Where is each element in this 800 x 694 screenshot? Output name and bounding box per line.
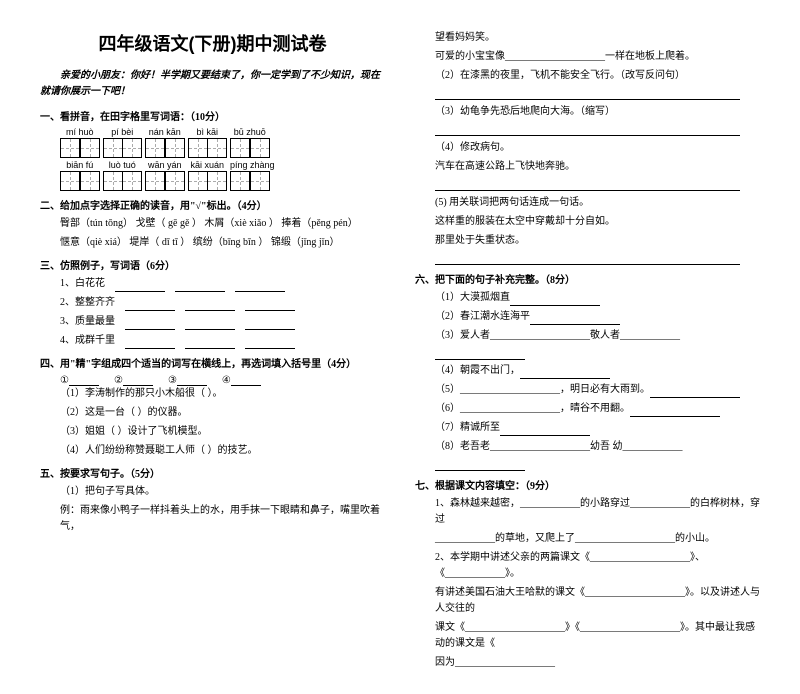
s5-l5a: 汽车在高速公路上飞快地奔驰。 xyxy=(435,159,760,175)
section-6-header: 六、把下面的句子补充完整。（8分） xyxy=(415,271,760,286)
s7-l1: 1、森林越来越密，____________的小路穿过____________的白… xyxy=(435,496,760,528)
s5-r1: 望看妈妈笑。 xyxy=(435,30,760,46)
s5-l5: （4）修改病句。 xyxy=(435,140,760,156)
s7-l3: 2、本学期中讲述父亲的两篇课文《____________________》、《_… xyxy=(435,550,760,582)
s7-l4: 有讲述美国石油大王哈默的课文《____________________》。以及讲… xyxy=(435,585,760,617)
s4-options: ① ② ③ ④ xyxy=(60,374,385,386)
section-1-header: 一、看拼音，在田字格里写词语：（10分） xyxy=(40,108,385,123)
s5-l1: （1）把句子写具体。 xyxy=(60,484,385,500)
section-3-header: 三、仿照例子，写词语（6分） xyxy=(40,257,385,272)
page-title: 四年级语文(下册)期中测试卷 xyxy=(40,30,385,56)
s5-l2: 例：雨来像小鸭子一样抖着头上的水，用手抹一下眼睛和鼻子，嘴里吹着气， xyxy=(60,503,385,535)
s5-l6b: 那里处于失重状态。 xyxy=(435,233,760,249)
section-2-header: 二、给加点字选择正确的读音，用"√"标出。（4分） xyxy=(40,197,385,212)
opt2: ② xyxy=(114,375,123,386)
s5-r2: 可爱的小宝宝像____________________一样在地板上爬着。 xyxy=(435,49,760,65)
opt4: ④ xyxy=(222,375,231,386)
opt3: ③ xyxy=(168,375,177,386)
pinyin-row-1: mí huòpí bèinán kānbì kāibū zhuō xyxy=(60,127,385,158)
section-5-header: 五、按要求写句子。（5分） xyxy=(40,465,385,480)
blank-line-4 xyxy=(435,253,740,265)
s7-l5: 课文《____________________》《_______________… xyxy=(435,620,760,652)
section-7-header: 七、根据课文内容填空：（9分） xyxy=(415,477,760,492)
s7-l6: 因为____________________ xyxy=(435,655,760,671)
blank-line-3 xyxy=(435,179,740,191)
s5-l6a: 这样重的服装在太空中穿戴却十分自如。 xyxy=(435,214,760,230)
intro-text: 亲爱的小朋友：你好！半学期又要结束了，你一定学到了不少知识，现在就请你展示一下吧… xyxy=(40,68,385,100)
s2-line2: 惬意（qiè xiá） 堤岸（ dī tī ） 缤纷（bīng bīn ） 锦缎… xyxy=(60,235,385,251)
s7-l2: ____________的草地，又爬上了____________________… xyxy=(435,531,760,547)
s5-l3: （2）在漆黑的夜里，飞机不能安全飞行。（改写反问句） xyxy=(435,68,760,84)
section-4-header: 四、用"精"字组成四个适当的词写在横线上，再选词填入括号里（4分） xyxy=(40,355,385,370)
s5-l6: (5) 用关联词把两句话连成一句话。 xyxy=(435,195,760,211)
s2-line1: 臀部（tún tōng） 戈壁（ gē gě ） 木屑（xiè xiǎo ） 捧… xyxy=(60,216,385,232)
pinyin-row-2: biān fúluò tuówān yánkāi xuánpíng zhàng xyxy=(60,160,385,191)
s5-l4: （3）幼龟争先恐后地爬向大海。（缩写） xyxy=(435,104,760,120)
blank-line-1 xyxy=(435,88,740,100)
opt1: ① xyxy=(60,375,69,386)
blank-line-2 xyxy=(435,124,740,136)
